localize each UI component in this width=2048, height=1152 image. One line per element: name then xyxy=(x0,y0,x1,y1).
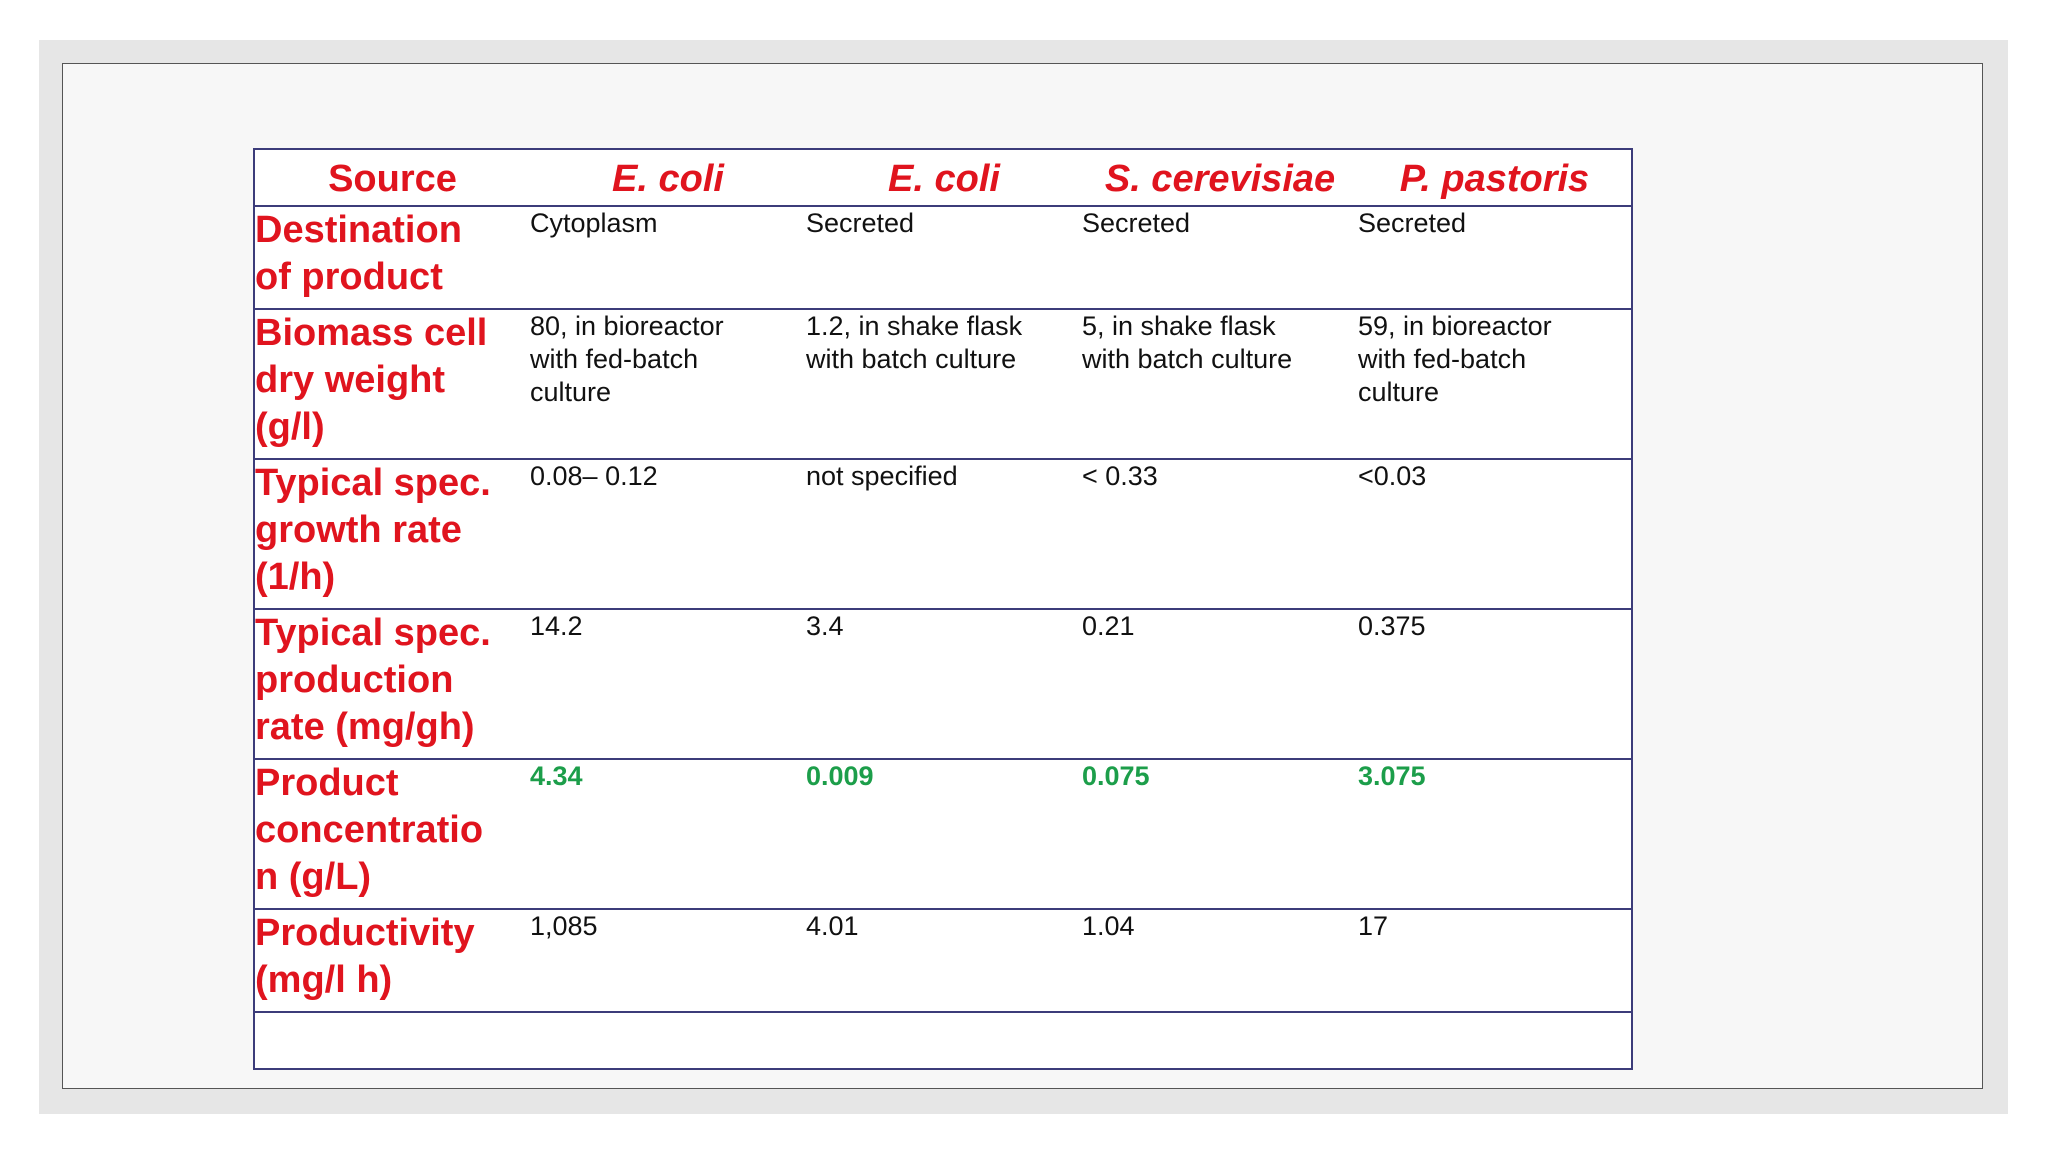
header-s-cerevisiae: S. cerevisiae xyxy=(1082,148,1358,207)
row-label-growth-rate: Typical spec. growth rate (1/h) xyxy=(254,458,530,610)
cell-growth-p-pastoris: <0.03 xyxy=(1358,458,1632,610)
table-row-destination: Destination of product Cytoplasm Secreted… xyxy=(254,205,1632,310)
cell-concentration-e-coli-2: 0.009 xyxy=(806,758,1082,910)
cell-productivity-p-pastoris: 17 xyxy=(1358,908,1632,1013)
cell-destination-s-cerevisiae: Secreted xyxy=(1082,205,1358,310)
header-source: Source xyxy=(254,148,530,207)
cell-growth-e-coli-2: not specified xyxy=(806,458,1082,610)
table-row-production-rate: Typical spec. production rate (mg/gh) 14.2… xyxy=(254,608,1632,760)
header-e-coli-secreted: E. coli xyxy=(806,148,1082,207)
cell-prodrate-e-coli-1: 14.2 xyxy=(530,608,806,760)
header-e-coli-cytoplasm: E. coli xyxy=(530,148,806,207)
cell-productivity-s-cerevisiae: 1.04 xyxy=(1082,908,1358,1013)
cell-prodrate-p-pastoris: 0.375 xyxy=(1358,608,1632,760)
table-row-biomass: Biomass cell dry weight (g/l) 80, in biore… xyxy=(254,308,1632,460)
table-row-product-concentration: Product concentratio n (g/L) 4.34 0.009 0.… xyxy=(254,758,1632,910)
cell-prodrate-s-cerevisiae: 0.21 xyxy=(1082,608,1358,760)
cell-productivity-e-coli-2: 4.01 xyxy=(806,908,1082,1013)
cell-biomass-e-coli-1: 80, in bioreactor with fed-batch culture xyxy=(530,308,806,460)
empty-cell xyxy=(254,1011,1632,1070)
row-label-productivity: Productivity (mg/l h) xyxy=(254,908,530,1013)
cell-productivity-e-coli-1: 1,085 xyxy=(530,908,806,1013)
row-label-biomass: Biomass cell dry weight (g/l) xyxy=(254,308,530,460)
cell-concentration-s-cerevisiae: 0.075 xyxy=(1082,758,1358,910)
header-row: Source E. coli E. coli S. cerevisiae P. … xyxy=(254,148,1632,207)
table-row-growth-rate: Typical spec. growth rate (1/h) 0.08– 0.12… xyxy=(254,458,1632,610)
cell-biomass-s-cerevisiae: 5, in shake flask with batch culture xyxy=(1082,308,1358,460)
table-row-empty xyxy=(254,1011,1632,1070)
data-table: Source E. coli E. coli S. cerevisiae P. … xyxy=(253,148,1633,1070)
cell-destination-e-coli-1: Cytoplasm xyxy=(530,205,806,310)
table-row-productivity: Productivity (mg/l h) 1,085 4.01 1.04 17 xyxy=(254,908,1632,1013)
cell-growth-s-cerevisiae: < 0.33 xyxy=(1082,458,1358,610)
cell-prodrate-e-coli-2: 3.4 xyxy=(806,608,1082,760)
row-label-product-concentration: Product concentratio n (g/L) xyxy=(254,758,530,910)
row-label-production-rate: Typical spec. production rate (mg/gh) xyxy=(254,608,530,760)
cell-biomass-p-pastoris: 59, in bioreactor with fed-batch culture xyxy=(1358,308,1632,460)
row-label-destination: Destination of product xyxy=(254,205,530,310)
cell-destination-e-coli-2: Secreted xyxy=(806,205,1082,310)
cell-biomass-e-coli-2: 1.2, in shake flask with batch culture xyxy=(806,308,1082,460)
cell-concentration-e-coli-1: 4.34 xyxy=(530,758,806,910)
cell-destination-p-pastoris: Secreted xyxy=(1358,205,1632,310)
cell-concentration-p-pastoris: 3.075 xyxy=(1358,758,1632,910)
cell-growth-e-coli-1: 0.08– 0.12 xyxy=(530,458,806,610)
header-p-pastoris: P. pastoris xyxy=(1358,148,1632,207)
